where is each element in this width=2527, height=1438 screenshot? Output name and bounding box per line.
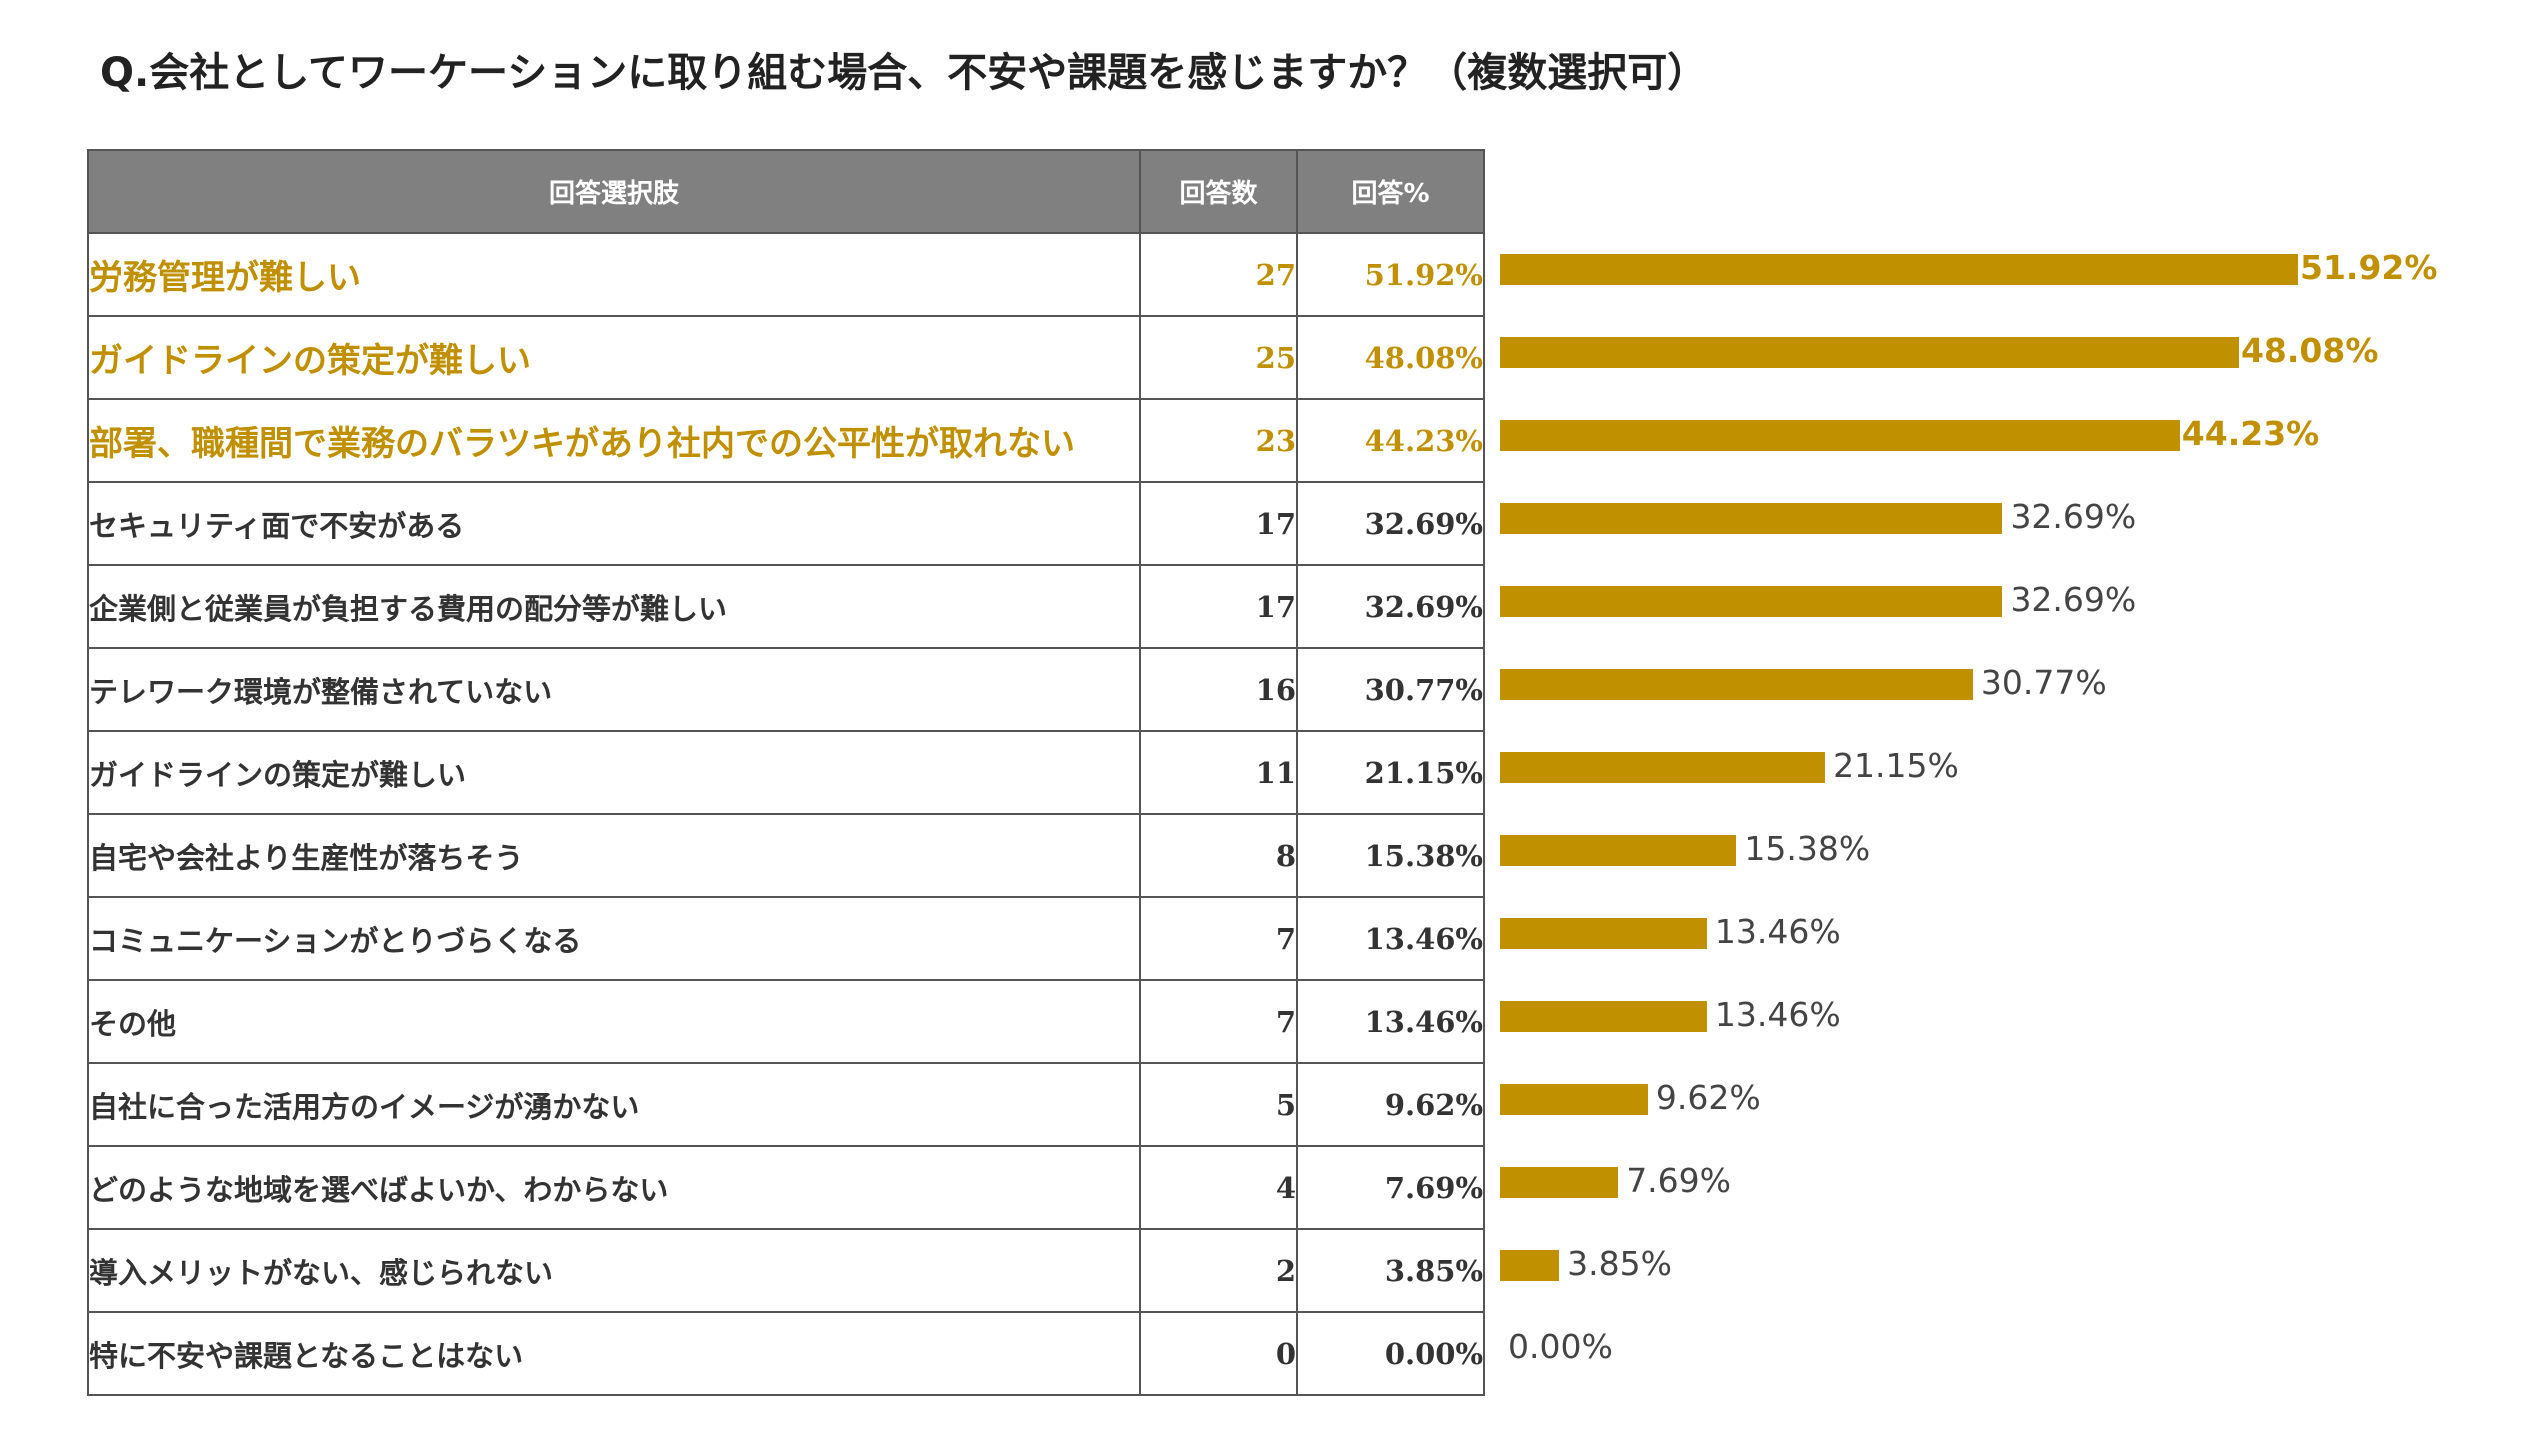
bar-value-label: 15.38% bbox=[1744, 829, 1871, 868]
count-cell: 27 bbox=[1139, 232, 1298, 317]
table-row: 自宅や会社より生産性が落ちそう 8 15.38% bbox=[87, 813, 1485, 898]
percent-cell: 15.38% bbox=[1296, 813, 1485, 898]
column-header-choice: 回答選択肢 bbox=[87, 149, 1141, 234]
table-row: テレワーク環境が整備されていない 16 30.77% bbox=[87, 647, 1485, 732]
percent-cell: 13.46% bbox=[1296, 979, 1485, 1064]
count-cell: 25 bbox=[1139, 315, 1298, 400]
count-cell: 17 bbox=[1139, 481, 1298, 566]
table-header-row: 回答選択肢 回答数 回答% bbox=[87, 149, 1485, 234]
bar bbox=[1500, 918, 1707, 949]
table-row: ガイドラインの策定が難しい 11 21.15% bbox=[87, 730, 1485, 815]
count-cell: 0 bbox=[1139, 1311, 1298, 1396]
percent-cell: 21.15% bbox=[1296, 730, 1485, 815]
choice-cell: 特に不安や課題となることはない bbox=[87, 1311, 1141, 1396]
percent-cell: 7.69% bbox=[1296, 1145, 1485, 1230]
bar bbox=[1500, 1084, 1648, 1115]
table-row: 企業側と従業員が負担する費用の配分等が難しい 17 32.69% bbox=[87, 564, 1485, 649]
bar bbox=[1500, 337, 2239, 368]
bar-value-label: 48.08% bbox=[2240, 331, 2379, 370]
bar-value-label: 30.77% bbox=[1980, 663, 2107, 702]
count-cell: 7 bbox=[1139, 896, 1298, 981]
choice-cell: ガイドラインの策定が難しい bbox=[87, 315, 1141, 400]
count-cell: 17 bbox=[1139, 564, 1298, 649]
percent-cell: 32.69% bbox=[1296, 481, 1485, 566]
choice-cell: 自宅や会社より生産性が落ちそう bbox=[87, 813, 1141, 898]
count-cell: 2 bbox=[1139, 1228, 1298, 1313]
bar-value-label: 32.69% bbox=[2010, 497, 2137, 536]
bar-value-label: 51.92% bbox=[2300, 248, 2438, 287]
bar-value-label: 32.69% bbox=[2010, 580, 2137, 619]
count-cell: 4 bbox=[1139, 1145, 1298, 1230]
percent-cell: 3.85% bbox=[1296, 1228, 1485, 1313]
table-row: ガイドラインの策定が難しい 25 48.08% bbox=[87, 315, 1485, 400]
percent-cell: 0.00% bbox=[1296, 1311, 1485, 1396]
table-row: どのような地域を選べばよいか、わからない 4 7.69% bbox=[87, 1145, 1485, 1230]
bar bbox=[1500, 1167, 1619, 1198]
count-cell: 7 bbox=[1139, 979, 1298, 1064]
column-header-percent: 回答% bbox=[1296, 149, 1485, 234]
bar bbox=[1500, 586, 2003, 617]
choice-cell: 導入メリットがない、感じられない bbox=[87, 1228, 1141, 1313]
choice-cell: その他 bbox=[87, 979, 1141, 1064]
percent-cell: 48.08% bbox=[1296, 315, 1485, 400]
survey-table: 回答選択肢 回答数 回答% 労務管理が難しい 27 51.92% ガイドラインの策定が… bbox=[87, 149, 1485, 1396]
percent-cell: 13.46% bbox=[1296, 896, 1485, 981]
count-cell: 8 bbox=[1139, 813, 1298, 898]
bar bbox=[1500, 835, 1737, 866]
choice-cell: どのような地域を選べばよいか、わからない bbox=[87, 1145, 1141, 1230]
table-row: 部署、職種間で業務のバラツキがあり社内での公平性が取れない 23 44.23% bbox=[87, 398, 1485, 483]
bar-value-label: 0.00% bbox=[1508, 1327, 1613, 1366]
bar-value-label: 7.69% bbox=[1626, 1161, 1732, 1200]
bar bbox=[1500, 669, 1973, 700]
bar-value-label: 3.85% bbox=[1567, 1244, 1673, 1283]
bar bbox=[1500, 503, 2003, 534]
choice-cell: 労務管理が難しい bbox=[87, 232, 1141, 317]
choice-cell: コミュニケーションがとりづらくなる bbox=[87, 896, 1141, 981]
bar-value-label: 44.23% bbox=[2181, 414, 2320, 453]
bar-value-label: 13.46% bbox=[1714, 912, 1841, 951]
table-row: 自社に合った活用方のイメージが湧かない 5 9.62% bbox=[87, 1062, 1485, 1147]
page-title: Q.会社としてワーケーションに取り組む場合、不安や課題を感じますか？（複数選択可… bbox=[100, 50, 1708, 96]
count-cell: 11 bbox=[1139, 730, 1298, 815]
table-row: コミュニケーションがとりづらくなる 7 13.46% bbox=[87, 896, 1485, 981]
table-row: セキュリティ面で不安がある 17 32.69% bbox=[87, 481, 1485, 566]
choice-cell: テレワーク環境が整備されていない bbox=[87, 647, 1141, 732]
bar-value-label: 21.15% bbox=[1833, 746, 1959, 785]
percent-cell: 51.92% bbox=[1296, 232, 1485, 317]
choice-cell: セキュリティ面で不安がある bbox=[87, 481, 1141, 566]
choice-cell: ガイドラインの策定が難しい bbox=[87, 730, 1141, 815]
percent-cell: 32.69% bbox=[1296, 564, 1485, 649]
table-row: 労務管理が難しい 27 51.92% bbox=[87, 232, 1485, 317]
choice-cell: 自社に合った活用方のイメージが湧かない bbox=[87, 1062, 1141, 1147]
percent-cell: 44.23% bbox=[1296, 398, 1485, 483]
count-cell: 5 bbox=[1139, 1062, 1298, 1147]
bar-value-label: 9.62% bbox=[1655, 1078, 1761, 1117]
bar bbox=[1500, 1001, 1707, 1032]
bar bbox=[1500, 1250, 1560, 1281]
percent-cell: 30.77% bbox=[1296, 647, 1485, 732]
bar-value-label: 13.46% bbox=[1714, 995, 1841, 1034]
bar bbox=[1500, 752, 1826, 783]
table-row: その他 7 13.46% bbox=[87, 979, 1485, 1064]
choice-cell: 部署、職種間で業務のバラツキがあり社内での公平性が取れない bbox=[87, 398, 1141, 483]
count-cell: 16 bbox=[1139, 647, 1298, 732]
percent-cell: 9.62% bbox=[1296, 1062, 1485, 1147]
bar-chart: 51.92% 48.08% 44.23% 32.69% 32.69% 30.77% 21.1… bbox=[1500, 230, 2520, 1400]
table-row: 特に不安や課題となることはない 0 0.00% bbox=[87, 1311, 1485, 1396]
count-cell: 23 bbox=[1139, 398, 1298, 483]
table-body: 労務管理が難しい 27 51.92% ガイドラインの策定が難しい 25 48.08% 部署、… bbox=[87, 232, 1485, 1396]
table-row: 導入メリットがない、感じられない 2 3.85% bbox=[87, 1228, 1485, 1313]
bar bbox=[1500, 254, 2298, 285]
bar bbox=[1500, 420, 2180, 451]
column-header-count: 回答数 bbox=[1139, 149, 1298, 234]
choice-cell: 企業側と従業員が負担する費用の配分等が難しい bbox=[87, 564, 1141, 649]
